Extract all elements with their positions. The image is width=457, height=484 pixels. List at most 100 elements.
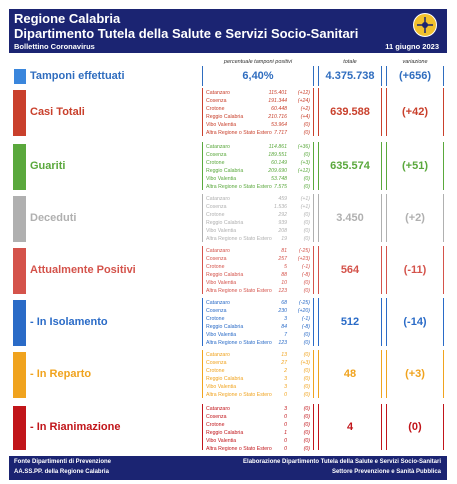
province-row: Crotone 5 (-1) [203,263,313,271]
section-label: Casi Totali [30,106,85,118]
section-isolamento: - In Isolamento Catanzaro 68 (-25) Cosenza 23… [0,298,457,348]
section-variation: (+3) [386,350,444,398]
region-title: Regione Calabria [14,11,121,26]
province-row: Altra Regione o Stato Estero 123 (0) [203,287,313,295]
province-row: Vibo Valentia 3 (0) [203,383,313,391]
province-row: Catanzaro 114.861 (+36) [203,143,313,151]
province-value: 3 [284,406,287,412]
section-color-bar [13,406,26,450]
section-variation: (0) [386,404,444,450]
province-name: Reggio Calabria [206,220,244,226]
section-color-bar [13,300,26,346]
province-name: Catanzaro [206,90,230,96]
province-name: Cosenza [206,98,227,104]
province-value: 0 [284,438,287,444]
province-value: 7 [284,332,287,338]
province-value: 3 [284,376,287,382]
province-delta: (0) [303,122,310,128]
province-row: Cosenza 191.344 (+24) [203,97,313,105]
province-delta: (+3) [300,360,310,366]
section-total: 564 [318,246,382,294]
bulletin-title: Bollettino Coronavirus [14,42,95,51]
province-delta: (0) [303,446,310,452]
tamponi-color-bar [14,69,26,84]
province-delta: (0) [303,212,310,218]
province-value: 939 [278,220,287,226]
province-value: 7.717 [274,130,287,136]
province-value: 292 [278,212,287,218]
tamponi-total: 4.375.738 [318,66,382,86]
province-row: Reggio Calabria 1 (0) [203,429,313,437]
province-name: Crotone [206,160,225,166]
province-row: Reggio Calabria 3 (0) [203,375,313,383]
section-variation: (+2) [386,194,444,242]
province-value: 19 [281,236,287,242]
province-row: Reggio Calabria 88 (-8) [203,271,313,279]
province-delta: (-25) [299,248,310,254]
province-delta: (-25) [299,300,310,306]
section-color-bar [13,90,26,136]
section-color-bar [13,196,26,242]
province-value: 257 [278,256,287,262]
province-value: 0 [284,392,287,398]
section-variation: (+42) [386,88,444,136]
province-delta: (0) [303,406,310,412]
province-row: Catanzaro 3 (0) [203,405,313,413]
province-value: 27 [281,360,287,366]
province-row: Reggio Calabria 84 (-8) [203,323,313,331]
bulletin-date: 11 giugno 2023 [385,42,439,51]
section-rianimazione: - In Rianimazione Catanzaro 3 (0) Cosenza 0 (0… [0,404,457,452]
province-value: 0 [284,446,287,452]
province-breakdown: Catanzaro 3 (0) Cosenza 0 (0) Crotone 0 (0) Reggi… [202,404,314,453]
regione-calabria-emblem-icon [413,13,437,37]
section-guariti: Guariti Catanzaro 114.861 (+36) Cosenza 189.5… [0,142,457,192]
province-name: Crotone [206,368,225,374]
province-delta: (0) [303,130,310,136]
province-value: 191.344 [268,98,287,104]
province-name: Catanzaro [206,300,230,306]
section-attualmente-positivi: Attualmente Positivi Catanzaro 81 (-25) Cose… [0,246,457,296]
province-name: Vibo Valentia [206,438,237,444]
province-row: Vibo Valentia 208 (0) [203,227,313,235]
province-delta: (+1) [300,196,310,202]
province-name: Altra Regione o Stato Estero [206,236,272,242]
province-row: Crotone 3 (-1) [203,315,313,323]
province-row: Catanzaro 115.401 (+12) [203,89,313,97]
province-name: Altra Regione o Stato Estero [206,446,272,452]
province-name: Cosenza [206,204,227,210]
province-delta: (0) [303,392,310,398]
province-delta: (0) [303,176,310,182]
province-row: Catanzaro 459 (+1) [203,195,313,203]
province-name: Reggio Calabria [206,272,244,278]
section-total: 48 [318,350,382,398]
province-name: Altra Regione o Stato Estero [206,130,272,136]
province-row: Vibo Valentia 10 (0) [203,279,313,287]
province-row: Altra Regione o Stato Estero 0 (0) [203,445,313,453]
province-value: 10 [281,280,287,286]
section-casi-totali: Casi Totali Catanzaro 115.401 (+12) Cosenza 1… [0,88,457,138]
province-delta: (0) [303,280,310,286]
province-row: Crotone 60.149 (+3) [203,159,313,167]
province-delta: (0) [303,376,310,382]
province-delta: (0) [303,332,310,338]
footer-banner: Fonte Dipartimenti di Prevenzione AA.SS.… [9,456,447,480]
province-value: 81 [281,248,287,254]
province-name: Altra Regione o Stato Estero [206,288,272,294]
province-value: 1.536 [274,204,287,210]
province-name: Altra Regione o Stato Estero [206,184,272,190]
province-row: Vibo Valentia 53.964 (0) [203,121,313,129]
section-deceduti: Deceduti Catanzaro 459 (+1) Cosenza 1.536 (+1)… [0,194,457,244]
province-name: Cosenza [206,256,227,262]
province-name: Catanzaro [206,352,230,358]
province-row: Crotone 292 (0) [203,211,313,219]
province-delta: (0) [303,340,310,346]
col-header-total: totale [343,59,357,65]
province-value: 0 [284,422,287,428]
section-total: 4 [318,404,382,450]
province-delta: (0) [303,438,310,444]
province-row: Crotone 2 (0) [203,367,313,375]
province-name: Reggio Calabria [206,430,244,436]
tamponi-percent: 6,40% [202,66,314,86]
province-name: Cosenza [206,360,227,366]
section-reparto: - In Reparto Catanzaro 13 (0) Cosenza 27 (+3) C… [0,350,457,400]
